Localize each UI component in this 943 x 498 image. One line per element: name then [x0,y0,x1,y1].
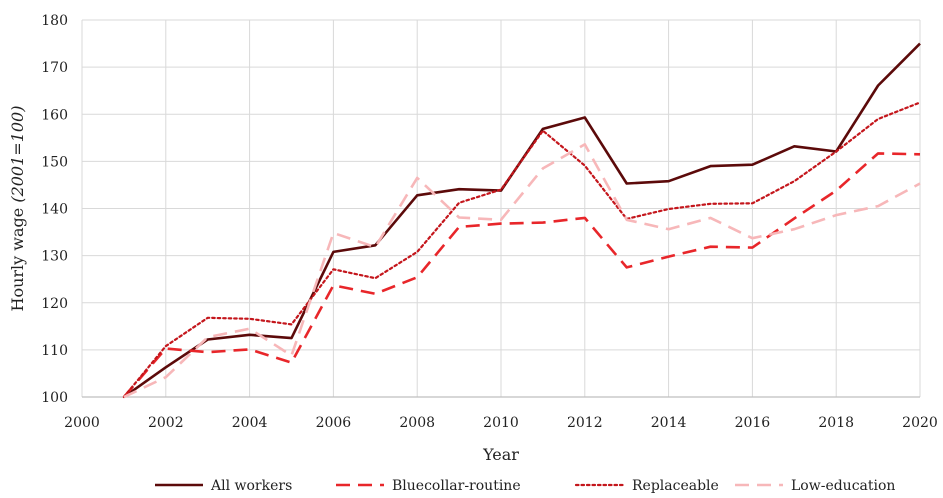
series-lines [122,42,922,399]
y-axis-ticks: 100 110 120 130 140 150 160 170 180 [41,13,68,406]
y-axis-title: Hourly wage (2001=100) [8,106,27,312]
y-tick-label: 150 [41,154,68,170]
x-tick-label: 2004 [232,415,268,431]
series-line-low-education [123,143,921,399]
y-tick-label: 140 [41,202,68,218]
y-tick-label: 110 [41,343,68,359]
legend-label: Low-education [791,478,895,494]
legend-label: Bluecollar-routine [392,478,521,494]
legend-label: Replaceable [632,478,719,494]
y-tick-label: 120 [41,296,68,312]
x-tick-label: 2020 [902,415,938,431]
series-line-bluecollar-routine [122,152,921,398]
x-tick-label: 2012 [567,415,603,431]
x-axis-title: Year [482,445,519,464]
x-tick-label: 2014 [651,415,687,431]
x-axis-ticks: 2000 2002 2004 2006 2008 2010 2012 2014 2016 2018… [64,415,938,431]
x-tick-label: 2002 [148,415,184,431]
legend-label: All workers [210,478,292,494]
series-line-replaceable [122,101,922,399]
y-axis-title-italic: (2001=100) [8,106,27,203]
y-tick-label: 100 [41,390,68,406]
y-axis-title-main: Hourly wage [8,203,27,312]
y-tick-label: 160 [41,107,68,123]
x-tick-label: 2016 [735,415,771,431]
x-tick-label: 2010 [483,415,519,431]
legend: All workers Bluecollar-routine Replaceable… [155,478,895,494]
grid [81,19,921,398]
y-tick-label: 180 [41,13,68,29]
series-line-all-workers [123,42,921,399]
x-tick-label: 2008 [399,415,435,431]
y-tick-label: 170 [41,60,68,76]
y-tick-label: 130 [41,249,68,265]
x-tick-label: 2006 [316,415,352,431]
x-tick-label: 2000 [64,415,100,431]
x-tick-label: 2018 [818,415,854,431]
